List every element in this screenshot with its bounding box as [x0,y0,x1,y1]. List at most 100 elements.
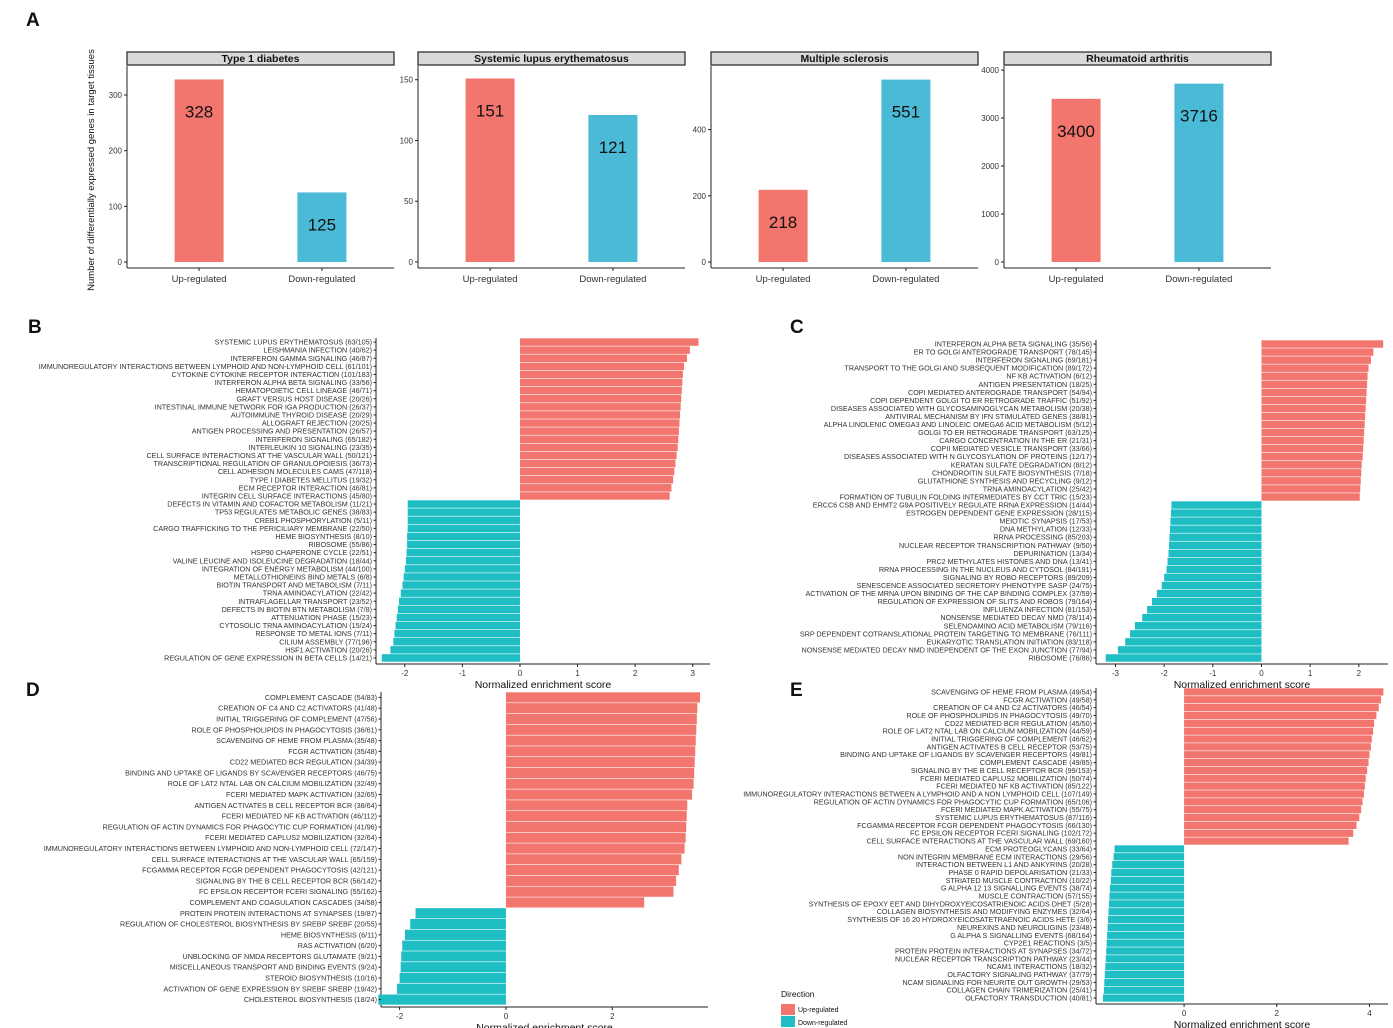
enrichment-bar-up [519,395,682,403]
bar-value-label: 3716 [1180,107,1218,126]
pathway-label: METALLOTHIONEINS BIND METALS (6/8) [234,572,372,581]
x-axis-title: Normalized enrichment score [1174,679,1311,691]
enrichment-bar-down [1156,589,1262,598]
enrichment-bar-down [407,532,520,541]
pathway-label: FCERI MEDIATED CAPLUS2 MOBILIZATION (32/… [205,833,377,842]
enrichment-bar-up [505,864,679,876]
panel-a-y-axis-title: Number of differentially expressed genes… [86,49,97,291]
bar-value-label: 551 [892,103,920,122]
enrichment-bar-down [1134,622,1262,630]
enrichment-bar-down [404,565,520,573]
pathway-label: SCAVENGING OF HEME FROM PLASMA (49/54) [931,687,1092,696]
pathway-label: INTESTINAL IMMUNE NETWORK FOR IGA PRODUC… [155,402,372,411]
pathway-label: PHASE 0 RAPID DEPOLARISATION (21/33) [948,868,1092,877]
enrichment-bar-up [1261,453,1363,461]
enrichment-bar-down [396,983,506,994]
pathway-label: CARGO CONCENTRATION IN THE ER (21/31) [939,436,1092,445]
pathway-label: ESTROGEN DEPENDENT GENE EXPRESSION (28/1… [906,509,1092,518]
enrichment-bar-down [1108,900,1185,908]
enrichment-bar-up [1184,806,1362,814]
enrichment-bar-up [1184,837,1349,845]
enrichment-bar-down [1105,654,1262,662]
pathway-label: FCERI MEDIATED NF KB ACTIVATION (85/122) [936,782,1092,791]
pathway-label: SYSTEMIC LUPUS ERYTHEMATOSUS (87/116) [935,813,1092,822]
pathway-label: FC EPSILON RECEPTOR FCERI SIGNALING (55/… [199,887,377,896]
enrichment-bar-up [1184,696,1382,704]
pathway-label: INTERFERON ALPHA BETA SIGNALING (35/56) [935,340,1092,349]
pathway-label: LEISHMANIA INFECTION (40/62) [263,346,372,355]
pathway-label: HEME BIOSYNTHESIS (6/11) [281,930,377,939]
x-tick-label: 0 [1259,669,1264,678]
x-tick-label: 1 [1308,669,1313,678]
pathway-label: INTEGRIN CELL SURFACE INTERACTIONS (45/8… [202,491,372,500]
pathway-label: ACTIVATION OF THE MRNA UPON BINDING OF T… [806,589,1092,598]
panel-label-d: D [26,680,40,701]
enrichment-bar-down [1102,994,1185,1002]
x-tick-label: -1 [459,669,467,678]
enrichment-bar-up [519,467,675,476]
pathway-label: INFLUENZA INFECTION (81/153) [983,605,1092,614]
pathway-label: G ALPHA 12 13 SIGNALLING EVENTS (38/74) [941,884,1092,893]
pathway-label: FC EPSILON RECEPTOR FCERI SIGNALING (102… [910,829,1092,838]
panel-label-e: E [790,680,803,701]
pathway-label: CELL SURFACE INTERACTIONS AT THE VASCULA… [146,451,372,460]
pathway-label: INTRAFLAGELLAR TRANSPORT (23/52) [238,597,372,606]
pathway-label: DISEASES ASSOCIATED WITH N GLYCOSYLATION… [844,452,1092,461]
enrichment-bar-down [1105,955,1185,963]
pathway-label: BINDING AND UPTAKE OF LIGANDS BY SCAVENG… [840,750,1092,759]
x-tick-label: 2 [633,669,638,678]
y-tick-label: 4000 [981,66,999,75]
enrichment-bar-up [505,724,697,735]
pathway-label: RAS ACTIVATION (6/20) [298,941,377,950]
pathway-label: NCAM1 INTERACTIONS (18/32) [987,962,1092,971]
pathway-label: SIGNALING BY ROBO RECEPTORS (89/209) [943,573,1092,582]
x-tick-label: 0 [1182,1009,1187,1018]
x-category-label: Down-regulated [288,274,355,285]
enrichment-bar-up [505,789,693,800]
enrichment-bar-down [1167,557,1262,566]
panel-label-c: C [790,317,804,338]
enrichment-bar-down [401,951,506,962]
enrichment-bar-down [400,962,506,973]
pathway-label: ROLE OF PHOSPHOLIPIDS IN PHAGOCYTOSIS (3… [191,725,377,734]
pathway-label: INTEGRATION OF ENERGY METABOLISM (44/100… [202,564,372,573]
bar-down-regulated [1174,83,1224,262]
enrichment-bar-up [519,403,681,411]
enrichment-bar-up [1184,813,1360,822]
pathway-label: OLFACTORY SIGNALING PATHWAY (37/79) [947,970,1092,979]
pathway-label: ANTIGEN ACTIVATES B CELL RECEPTOR (53/75… [927,742,1093,751]
enrichment-bar-down [378,994,506,1005]
pathway-label: TP53 REGULATES METABOLIC GENES (38/83) [215,508,372,517]
bar-up-regulated [174,79,224,262]
pathway-label: CD22 MEDIATED BCR REGULATION (34/39) [230,758,377,767]
pathway-label: GOLGI TO ER RETROGRADE TRANSPORT (63/125… [918,428,1092,437]
pathway-label: ROLE OF PHOSPHOLIPIDS IN PHAGOCYTOSIS (4… [906,711,1092,720]
enrichment-bar-down [406,548,520,557]
pathway-label: ALLOGRAFT REJECTION (20/25) [262,419,372,428]
y-tick-label: 150 [400,76,414,85]
bar-down-regulated [881,79,931,262]
enrichment-bar-down [1142,614,1262,622]
pathway-label: FCGR ACTIVATION (49/58) [1003,695,1092,704]
x-category-label: Up-regulated [1049,274,1104,285]
enrichment-bar-up [1184,751,1370,759]
enrichment-bar-up [1184,790,1364,798]
x-tick-label: 4 [1367,1009,1372,1018]
enrichment-bar-down [1107,931,1185,939]
enrichment-bar-up [505,821,687,833]
bar-value-label: 218 [769,213,797,232]
pathway-label: INTERFERON SIGNALING (69/181) [975,356,1092,365]
facet-title: Rheumatoid arthritis [1086,53,1189,65]
pathway-label: MISCELLANEOUS TRANSPORT AND BINDING EVEN… [170,963,377,972]
pathway-label: FCERI MEDIATED NF KB ACTIVATION (46/112) [222,812,377,821]
enrichment-bar-down [1108,908,1185,916]
pathway-label: CELL SURFACE INTERACTIONS AT THE VASCULA… [866,837,1092,846]
enrichment-bar-up [505,735,696,746]
pathway-label: INTERACTION BETWEEN L1 AND ANKYRINS (20/… [916,860,1092,869]
enrichment-bar-down [400,589,520,597]
enrichment-bar-up [519,443,678,452]
enrichment-bar-up [505,886,674,897]
pathway-label: RIBOSOME (55/86) [308,540,372,549]
enrichment-bar-down [396,613,520,622]
x-category-label: Up-regulated [463,274,518,285]
